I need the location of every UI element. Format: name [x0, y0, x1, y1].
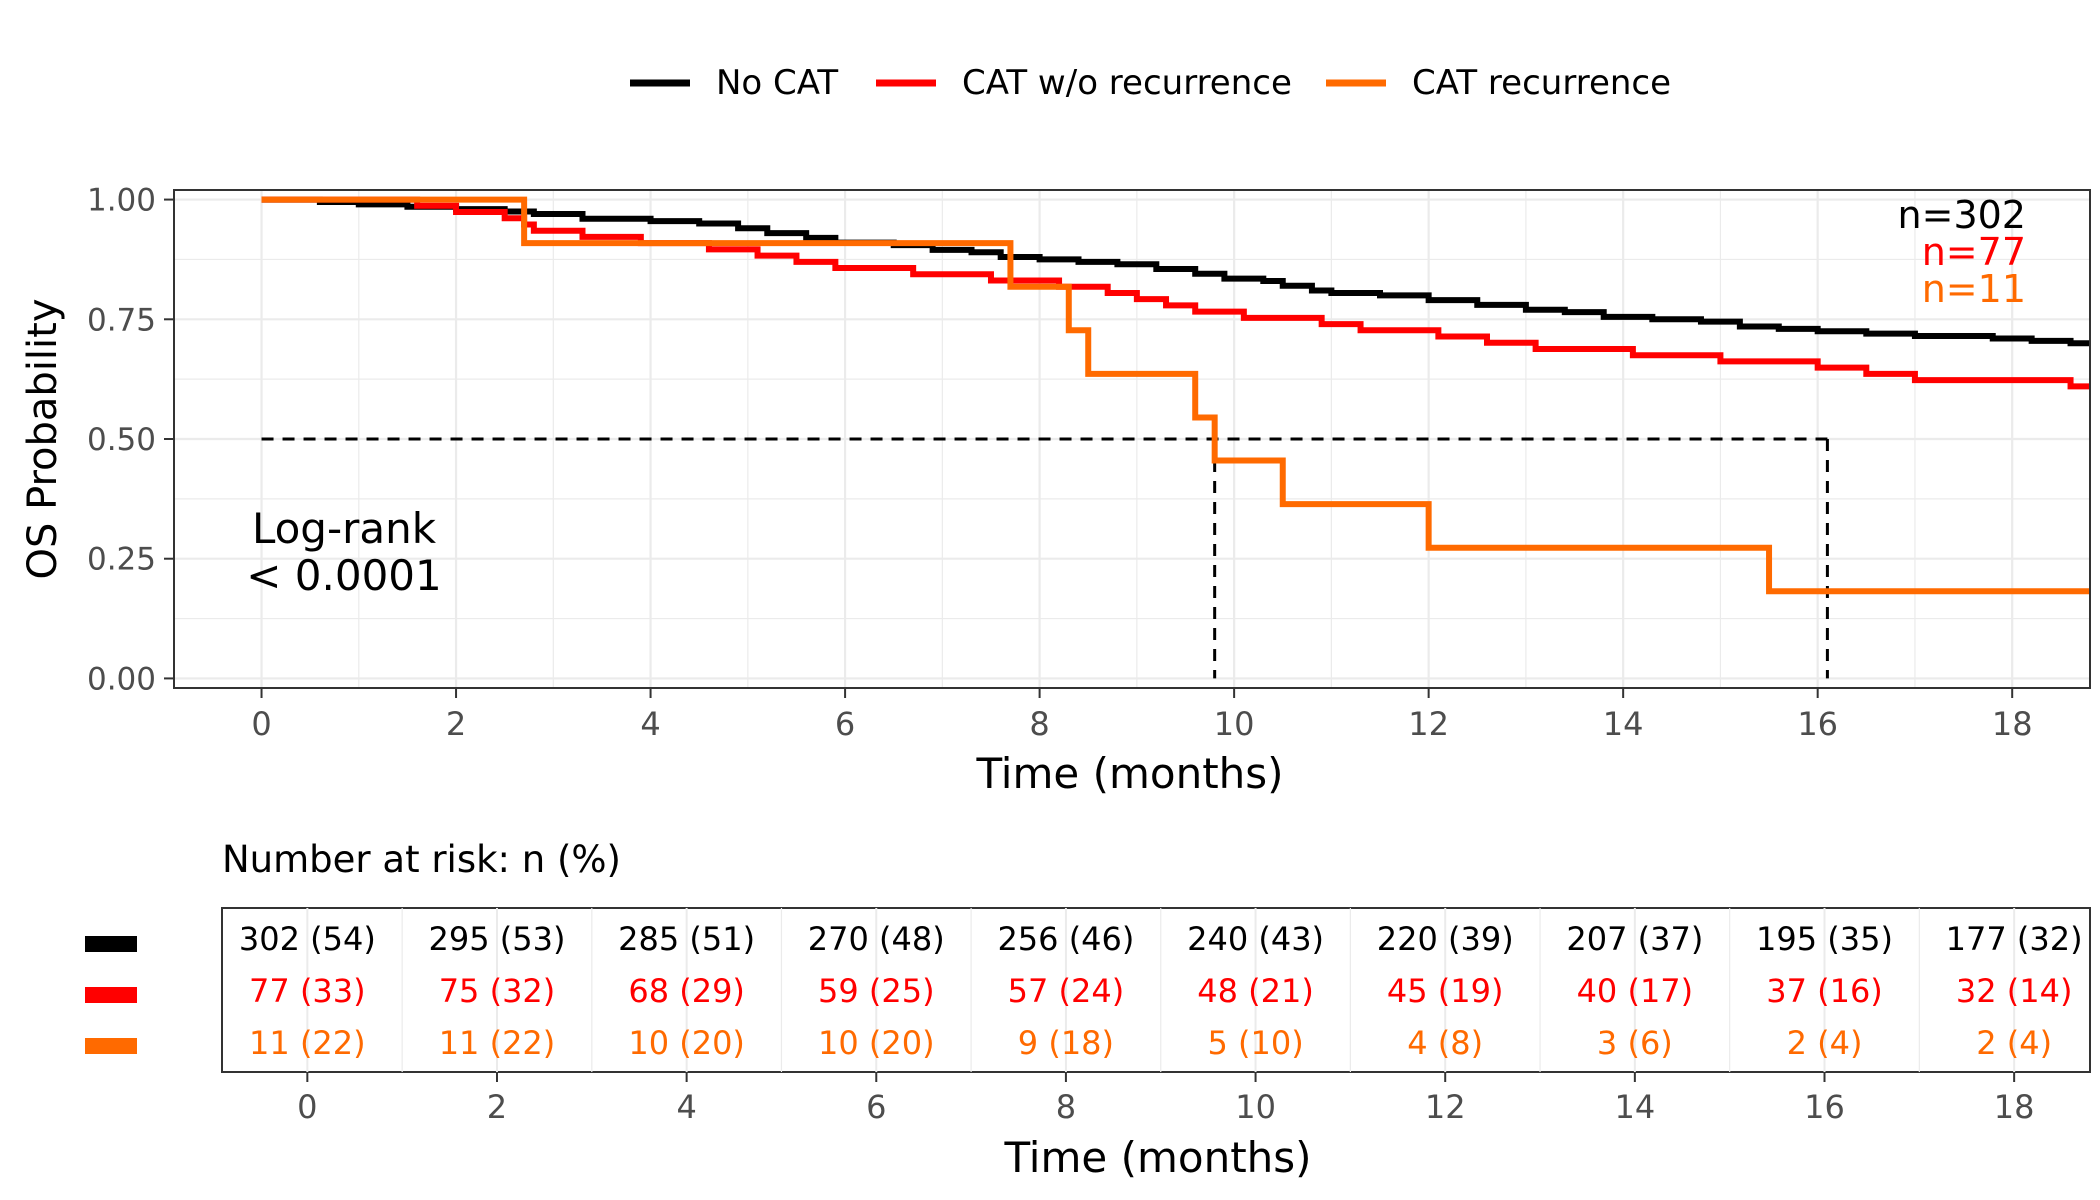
- risk-table-key-3: [85, 1038, 137, 1054]
- x-tick-label: 14: [1603, 705, 1644, 743]
- risk-table-keys: [85, 936, 137, 1054]
- risk-table-cell: 256 (46): [997, 920, 1134, 958]
- risk-x-tick-label: 16: [1804, 1088, 1845, 1126]
- x-tick-label: 16: [1797, 705, 1838, 743]
- risk-table-cell: 77 (33): [249, 972, 366, 1010]
- y-tick-label: 0.75: [87, 302, 156, 338]
- risk-table-cell: 2 (4): [1976, 1024, 2052, 1062]
- risk-table-cell: 48 (21): [1197, 972, 1314, 1010]
- x-tick-label: 10: [1214, 705, 1255, 743]
- risk-table-cell: 68 (29): [628, 972, 745, 1010]
- grid: [174, 190, 2090, 688]
- risk-table-row: 302 (54) 295 (53) 285 (51) 270 (48) 256 (46)…: [239, 920, 2083, 958]
- risk-table-cell: 45 (19): [1387, 972, 1504, 1010]
- x-tick-label: 2: [446, 705, 466, 743]
- n-label-series-2: n=77: [1922, 230, 2026, 274]
- x-tick-label: 12: [1408, 705, 1449, 743]
- risk-table-cell: 10 (20): [628, 1024, 745, 1062]
- risk-table-cell: 177 (32): [1946, 920, 2083, 958]
- risk-table-border: [221, 907, 2091, 1073]
- legend: No CAT CAT w/o recurrence CAT recurrence: [630, 63, 1671, 103]
- y-axis-title: OS Probability: [20, 298, 66, 579]
- n-label-series-1: n=302: [1898, 193, 2026, 237]
- x-axis: 0 2 4 6 8 10 12 14 16 18: [251, 688, 2033, 743]
- risk-x-tick-label: 14: [1614, 1088, 1655, 1126]
- y-tick-label: 0.00: [87, 661, 156, 697]
- risk-table-row: 11 (22) 11 (22) 10 (20) 10 (20) 9 (18) 5 (10)…: [249, 1024, 2052, 1062]
- curve-series-3: [261, 196, 2090, 595]
- risk-x-tick-label: 18: [1994, 1088, 2035, 1126]
- risk-table-cell: 75 (32): [439, 972, 556, 1010]
- risk-table-cell: 11 (22): [249, 1024, 366, 1062]
- risk-table-cell: 9 (18): [1018, 1024, 1114, 1062]
- y-tick-label: 0.25: [87, 542, 156, 578]
- risk-table-cell: 3 (6): [1597, 1024, 1673, 1062]
- risk-table-cell: 240 (43): [1187, 920, 1324, 958]
- risk-table-cell: 37 (16): [1766, 972, 1883, 1010]
- risk-x-tick-label: 8: [1056, 1088, 1076, 1126]
- risk-table-x-axis-title: Time (months): [1003, 1133, 1311, 1182]
- legend-label-series-2: CAT w/o recurrence: [962, 63, 1292, 103]
- risk-table-cell: 5 (10): [1207, 1024, 1303, 1062]
- risk-table-cell: 57 (24): [1008, 972, 1125, 1010]
- y-tick-label: 1.00: [87, 183, 156, 219]
- survival-curves: [261, 196, 2090, 595]
- risk-table-cell: 302 (54): [239, 920, 376, 958]
- curve-series-1: [261, 196, 2090, 347]
- risk-table-cell: 4 (8): [1407, 1024, 1483, 1062]
- risk-table-cell: 270 (48): [808, 920, 945, 958]
- risk-table-title: Number at risk: n (%): [222, 838, 621, 881]
- median-lines: [261, 437, 1829, 679]
- y-axis: 0.00 0.25 0.50 0.75 1.00: [87, 183, 174, 697]
- risk-x-tick-label: 10: [1235, 1088, 1276, 1126]
- risk-table-cell: 40 (17): [1577, 972, 1694, 1010]
- risk-table-cell: 11 (22): [439, 1024, 556, 1062]
- logrank-label: Log-rank: [252, 504, 437, 553]
- x-tick-label: 4: [640, 705, 660, 743]
- risk-table-cell: 2 (4): [1787, 1024, 1863, 1062]
- risk-table-cell: 32 (14): [1956, 972, 2073, 1010]
- risk-table-cell: 295 (53): [429, 920, 566, 958]
- n-label-series-3: n=11: [1922, 267, 2026, 311]
- risk-table-cell: 59 (25): [818, 972, 935, 1010]
- x-axis-title: Time (months): [975, 749, 1283, 798]
- x-tick-label: 8: [1029, 705, 1049, 743]
- risk-x-tick-label: 2: [487, 1088, 507, 1126]
- risk-table: 302 (54) 295 (53) 285 (51) 270 (48) 256 (46)…: [221, 907, 2091, 1073]
- curve-series-2: [261, 196, 2090, 390]
- risk-x-tick-label: 4: [676, 1088, 696, 1126]
- risk-table-row: 77 (33) 75 (32) 68 (29) 59 (25) 57 (24) 48 (2…: [249, 972, 2072, 1010]
- risk-table-cell: 220 (39): [1377, 920, 1514, 958]
- risk-table-x-axis: 0 2 4 6 8 10 12 14 16 18: [297, 1072, 2035, 1126]
- risk-table-key-1: [85, 936, 137, 952]
- risk-table-cell: 195 (35): [1756, 920, 1893, 958]
- x-tick-label: 0: [251, 705, 271, 743]
- legend-label-series-3: CAT recurrence: [1412, 63, 1671, 103]
- risk-table-key-2: [85, 987, 137, 1003]
- logrank-pvalue: < 0.0001: [246, 551, 442, 600]
- y-tick-label: 0.50: [87, 422, 156, 458]
- risk-table-cell: 10 (20): [818, 1024, 935, 1062]
- risk-x-tick-label: 12: [1425, 1088, 1466, 1126]
- risk-table-cell: 285 (51): [618, 920, 755, 958]
- legend-label-series-1: No CAT: [716, 63, 838, 103]
- risk-x-tick-label: 0: [297, 1088, 317, 1126]
- x-tick-label: 18: [1992, 705, 2033, 743]
- risk-table-grid: [306, 908, 2016, 1072]
- x-tick-label: 6: [835, 705, 855, 743]
- risk-table-cell: 207 (37): [1566, 920, 1703, 958]
- risk-x-tick-label: 6: [866, 1088, 886, 1126]
